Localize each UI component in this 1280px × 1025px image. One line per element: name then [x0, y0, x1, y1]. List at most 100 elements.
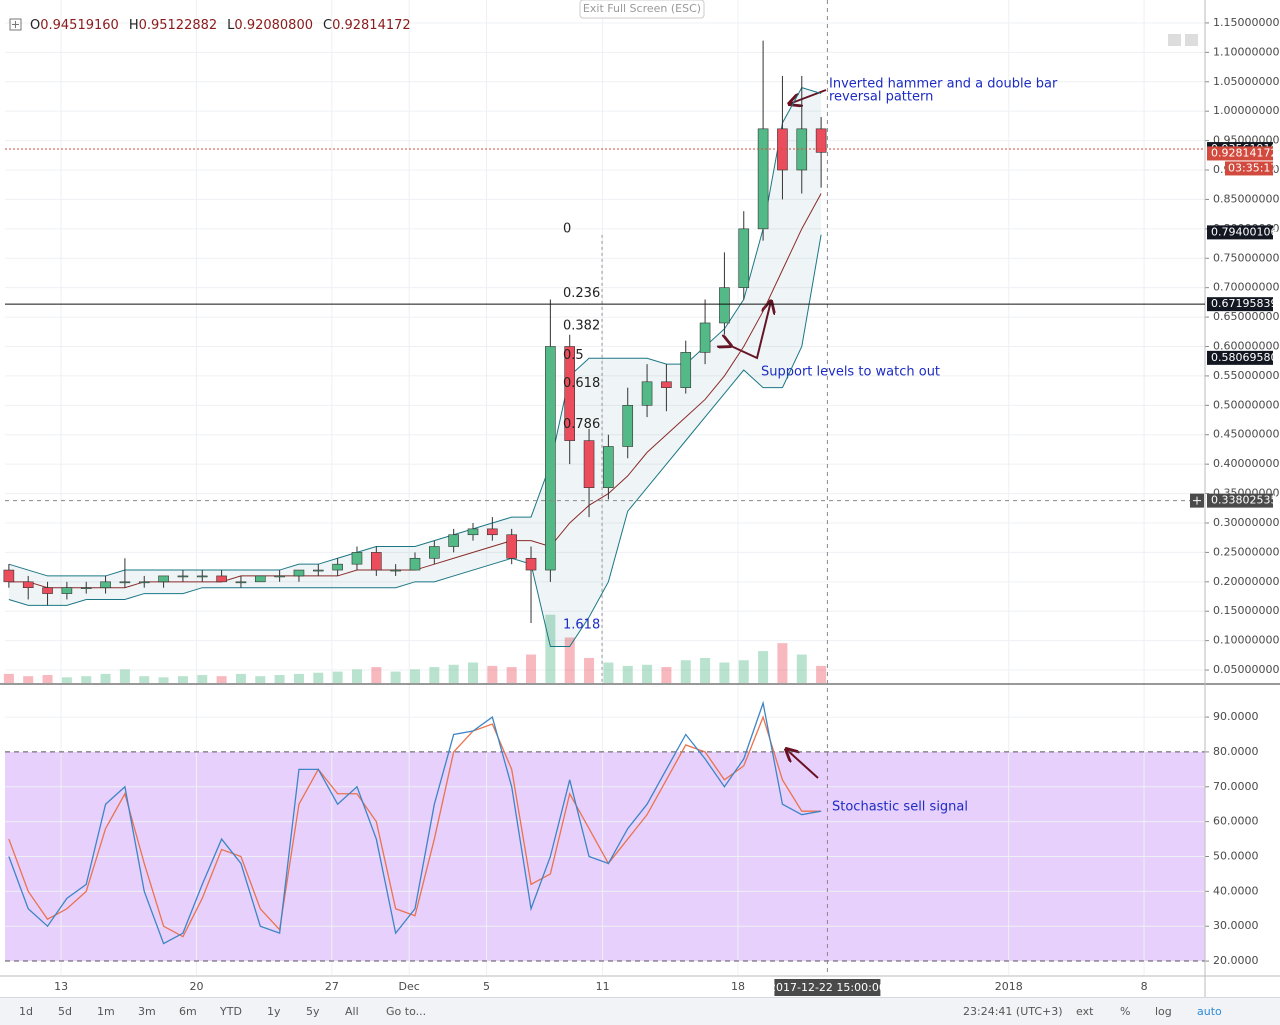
y-tick-label: 80.0000 [1213, 745, 1259, 758]
volume-bar [642, 664, 653, 683]
candle-body [80, 587, 92, 589]
candle-body [815, 128, 827, 153]
toolbar-item[interactable]: All [345, 1005, 359, 1018]
y-tick-label: 1.05000000 [1213, 75, 1279, 88]
x-tick-label: 11 [596, 980, 610, 993]
volume-bar [738, 660, 749, 683]
arrow [731, 301, 771, 360]
y-tick-label: 0.05000000 [1213, 663, 1279, 676]
price-label-box [1207, 350, 1273, 365]
price-label: 0.33802535 [1211, 494, 1277, 507]
volume-bar [429, 667, 440, 683]
toolbar-item[interactable]: log [1155, 1005, 1172, 1018]
toolbar-item[interactable]: YTD [220, 1005, 242, 1018]
arrow [786, 749, 819, 779]
volume-bar [158, 677, 169, 683]
volume-bar [661, 667, 672, 683]
y-tick-label: 0.65000000 [1213, 310, 1279, 323]
candle-body [22, 581, 34, 588]
crosshair-box [774, 979, 881, 996]
expand-icon[interactable] [9, 18, 22, 31]
pane-btn[interactable] [1168, 34, 1181, 46]
volume-bar [216, 676, 227, 683]
volume-bar [603, 662, 614, 683]
y-tick-label: 60.0000 [1213, 815, 1259, 828]
toolbar-item[interactable]: 5d [58, 1005, 72, 1018]
toolbar-item[interactable]: Go to... [386, 1005, 427, 1018]
crosshair-label: 2017-12-22 15:00:00 [769, 981, 886, 994]
fib-label: 0.5 [563, 348, 584, 363]
volume-bar [526, 654, 537, 683]
price-label-box [1207, 146, 1273, 161]
annotation: reversal pattern [829, 90, 933, 105]
y-tick-label: 20.0000 [1213, 954, 1259, 967]
toolbar-item[interactable]: 6m [179, 1005, 197, 1018]
candle-body [661, 381, 672, 388]
candle-body [506, 534, 517, 559]
candle-body [119, 581, 131, 584]
y-tick-label: 40.0000 [1213, 884, 1259, 897]
volume-bar [61, 677, 72, 683]
candle-body [390, 569, 401, 572]
y-tick-label: 0.55000000 [1213, 369, 1279, 382]
fib-label: 1.618 [563, 617, 600, 632]
toolbar-item[interactable]: 3m [138, 1005, 156, 1018]
price-label: 0.58069580 [1211, 351, 1277, 364]
candle-body [680, 352, 692, 388]
candle-body [274, 575, 285, 578]
volume-bar [468, 662, 479, 683]
price-label-box [1207, 297, 1273, 312]
stoch-k [8, 700, 822, 945]
volume-bar [3, 673, 14, 683]
volume-bar [448, 664, 459, 683]
toolbar-item[interactable]: auto [1197, 1005, 1222, 1018]
y-tick-label: 0.60000000 [1213, 340, 1279, 353]
y-tick-label: 0.45000000 [1213, 428, 1279, 441]
candle-body [235, 581, 247, 584]
candle-body [3, 569, 15, 583]
candle-body [177, 575, 189, 578]
ohlc-value: 0.95122882 [139, 18, 218, 33]
ohlc-key: H [129, 18, 139, 33]
ohlc-value: 0.92814172 [332, 18, 411, 33]
volume-bar [796, 654, 807, 683]
fib-label: 0.618 [563, 376, 600, 391]
stoch-d [8, 715, 822, 938]
band-fill [8, 87, 822, 647]
volume-bar [390, 671, 401, 683]
toolbar-item[interactable]: 1d [19, 1005, 33, 1018]
x-tick-label: Dec [399, 980, 420, 993]
candle-body [158, 575, 169, 583]
x-tick-label: 20 [189, 980, 203, 993]
volume-bar [564, 637, 575, 683]
volume-bar [119, 669, 130, 683]
volume-bar [235, 673, 246, 683]
y-tick-label: 1.15000000 [1213, 16, 1279, 29]
countdown-box [1225, 161, 1273, 176]
y-tick-label: 30.0000 [1213, 919, 1259, 932]
pane-btn[interactable] [1185, 34, 1198, 46]
candle-body [467, 528, 479, 536]
price-label: 0.79400106 [1211, 225, 1277, 238]
volume-bar [274, 675, 285, 683]
toolbar-item[interactable]: 1m [97, 1005, 115, 1018]
y-tick-label: 70.0000 [1213, 780, 1259, 793]
volume-bar [622, 665, 633, 683]
exit-full-screen[interactable] [579, 0, 705, 19]
volume-bar [23, 676, 34, 683]
chart: Exit Full Screen (ESC) O0.94519160 H0.951… [0, 0, 1280, 997]
y-tick-label: 0.25000000 [1213, 545, 1279, 558]
annotation: Support levels to watch out [761, 365, 940, 380]
exit-label[interactable]: Exit Full Screen (ESC) [583, 2, 701, 15]
volume-bar [332, 671, 343, 683]
volume-bar [545, 614, 556, 683]
y-tick-label: 1.10000000 [1213, 45, 1279, 58]
toolbar-item[interactable]: % [1120, 1005, 1131, 1018]
volume-bar [255, 676, 266, 683]
candle-body [196, 575, 208, 578]
toolbar-item[interactable]: 5y [306, 1005, 320, 1018]
toolbar-item[interactable]: 1y [267, 1005, 281, 1018]
candle-body [254, 575, 266, 583]
toolbar-item[interactable]: ext [1076, 1005, 1094, 1018]
volume-bar [313, 672, 324, 683]
